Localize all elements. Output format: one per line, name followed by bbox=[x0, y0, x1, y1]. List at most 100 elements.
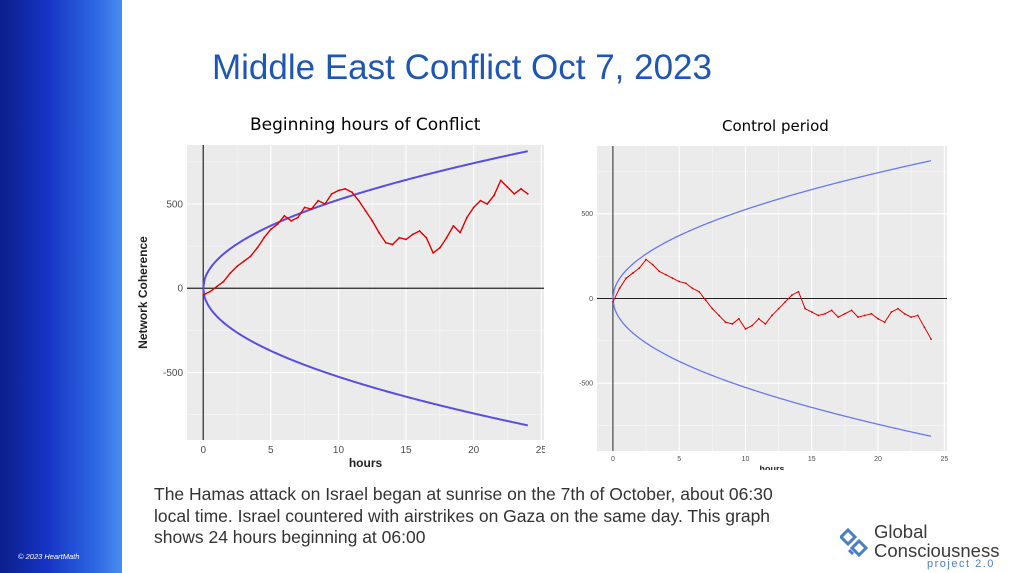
data-point bbox=[863, 314, 866, 317]
data-point bbox=[506, 186, 509, 189]
data-point bbox=[612, 300, 614, 303]
x-tick-label: 15 bbox=[401, 445, 413, 456]
data-point bbox=[296, 216, 299, 219]
data-point bbox=[269, 228, 272, 231]
y-axis-label: Network Coherence bbox=[136, 236, 150, 349]
data-point bbox=[698, 290, 700, 293]
copyright-text: © 2023 HeartMath bbox=[18, 552, 80, 561]
chart-title-conflict: Beginning hours of Conflict bbox=[250, 115, 481, 135]
x-axis-label: hours bbox=[759, 464, 784, 470]
x-tick-label: 25 bbox=[536, 445, 545, 456]
gcp-logo-line1: Global bbox=[874, 521, 928, 542]
data-point bbox=[384, 241, 387, 244]
data-point bbox=[438, 246, 441, 249]
data-point bbox=[371, 219, 374, 222]
data-point bbox=[897, 307, 899, 310]
data-point bbox=[678, 280, 681, 283]
data-point bbox=[817, 314, 820, 317]
data-point bbox=[486, 203, 489, 205]
envelope-upper bbox=[612, 160, 932, 299]
x-tick-label: 15 bbox=[808, 456, 816, 463]
data-point bbox=[850, 309, 853, 312]
data-point bbox=[432, 251, 435, 254]
data-point bbox=[903, 312, 906, 315]
data-point bbox=[910, 316, 913, 319]
data-point bbox=[923, 326, 926, 329]
data-point bbox=[877, 317, 879, 320]
data-point bbox=[658, 270, 661, 273]
gcp-logo-line2: Consciousness bbox=[874, 540, 1000, 561]
slide-title: Middle East Conflict Oct 7, 2023 bbox=[212, 48, 712, 87]
data-point bbox=[499, 179, 502, 182]
data-point bbox=[479, 199, 482, 202]
data-point bbox=[691, 287, 694, 290]
data-point bbox=[824, 312, 826, 315]
data-point bbox=[625, 277, 628, 280]
data-point bbox=[378, 231, 380, 234]
data-point bbox=[398, 236, 401, 239]
gcp-logo-line3: project 2.0 bbox=[927, 558, 995, 570]
data-point bbox=[452, 225, 455, 227]
data-point bbox=[303, 206, 306, 209]
x-tick-label: 20 bbox=[874, 456, 882, 463]
data-point bbox=[310, 208, 313, 210]
data-point bbox=[263, 236, 265, 239]
data-point bbox=[837, 316, 840, 319]
data-point bbox=[810, 311, 813, 313]
y-tick-label: 500 bbox=[581, 211, 593, 218]
data-point bbox=[493, 194, 495, 197]
y-tick-label: 0 bbox=[589, 296, 593, 303]
data-point bbox=[351, 191, 353, 194]
data-point bbox=[215, 285, 218, 288]
data-point bbox=[916, 314, 919, 317]
data-point bbox=[830, 309, 833, 312]
data-point bbox=[671, 277, 674, 280]
data-point bbox=[704, 299, 707, 302]
data-point bbox=[391, 243, 394, 246]
gcp-mark-icon bbox=[840, 528, 868, 558]
x-tick-label: 10 bbox=[742, 456, 750, 463]
data-point bbox=[638, 267, 641, 269]
data-point bbox=[724, 321, 727, 324]
data-point bbox=[751, 324, 754, 327]
data-point bbox=[256, 246, 259, 249]
data-point bbox=[930, 338, 932, 341]
sidebar-gradient-band bbox=[0, 0, 122, 573]
chart-control: 0 5 10 15 20 25 -500 0 500 hours bbox=[579, 146, 948, 470]
plot-panel bbox=[187, 145, 544, 440]
envelope-upper bbox=[202, 150, 528, 289]
data-point bbox=[222, 280, 225, 283]
x-tick-label: 25 bbox=[940, 456, 948, 463]
data-point bbox=[418, 230, 421, 232]
data-point bbox=[857, 316, 860, 319]
data-point bbox=[665, 273, 667, 276]
data-point bbox=[883, 321, 886, 324]
description-text: The Hamas attack on Israel began at sunr… bbox=[154, 484, 773, 547]
data-point bbox=[526, 192, 529, 195]
data-point bbox=[317, 199, 320, 202]
data-point bbox=[790, 294, 793, 297]
chart-title-control: Control period bbox=[722, 117, 829, 135]
data-point bbox=[405, 238, 407, 241]
envelope-lower bbox=[612, 298, 932, 437]
x-tick-label: 5 bbox=[677, 456, 681, 463]
data-point bbox=[459, 231, 462, 234]
data-point bbox=[242, 260, 245, 263]
y-tick-label: 500 bbox=[166, 199, 183, 210]
x-tick-label: 10 bbox=[333, 445, 345, 456]
data-point bbox=[771, 314, 773, 317]
y-tick-label: 0 bbox=[177, 284, 183, 295]
envelope-lower bbox=[202, 288, 528, 427]
data-point bbox=[731, 323, 734, 325]
data-point bbox=[718, 314, 720, 317]
x-tick-label: 20 bbox=[468, 445, 480, 456]
data-point bbox=[472, 206, 475, 209]
y-tick-label: -500 bbox=[579, 381, 593, 388]
data-point bbox=[330, 192, 333, 195]
data-point bbox=[757, 317, 760, 320]
y-tick-label: -500 bbox=[163, 368, 183, 379]
data-point bbox=[290, 219, 293, 222]
data-point bbox=[445, 236, 448, 239]
data-point bbox=[276, 223, 279, 226]
data-point bbox=[890, 311, 893, 313]
